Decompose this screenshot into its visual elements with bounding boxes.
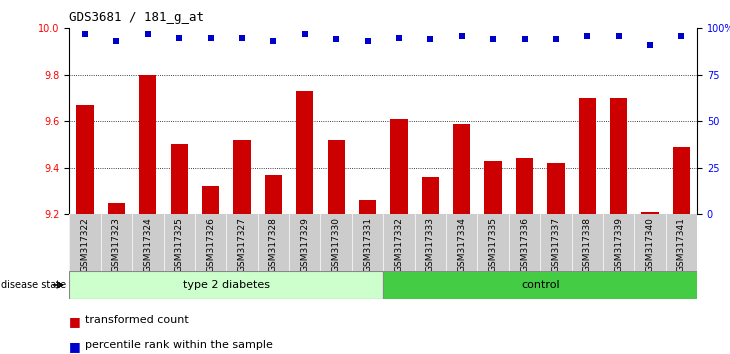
Text: disease state: disease state xyxy=(1,280,66,290)
Text: GSM317326: GSM317326 xyxy=(206,217,215,272)
Bar xyxy=(359,200,376,214)
Point xyxy=(675,33,687,39)
Text: transformed count: transformed count xyxy=(85,315,189,325)
Text: GSM317328: GSM317328 xyxy=(269,217,278,272)
Bar xyxy=(383,271,697,299)
Bar xyxy=(516,159,533,214)
Bar xyxy=(579,98,596,214)
Point xyxy=(267,39,279,44)
Point xyxy=(488,37,499,42)
Point xyxy=(393,35,404,40)
Bar xyxy=(265,175,282,214)
Text: GSM317339: GSM317339 xyxy=(614,217,623,272)
Point xyxy=(204,35,216,40)
Text: control: control xyxy=(521,280,559,290)
Point xyxy=(518,37,530,42)
Text: GSM317334: GSM317334 xyxy=(457,217,466,272)
Text: GSM317322: GSM317322 xyxy=(80,217,90,272)
Text: GSM317329: GSM317329 xyxy=(300,217,310,272)
Text: GSM317324: GSM317324 xyxy=(143,217,153,272)
Bar xyxy=(328,140,345,214)
Bar xyxy=(610,98,627,214)
Text: GSM317335: GSM317335 xyxy=(488,217,498,272)
Point xyxy=(361,39,373,44)
Point xyxy=(299,31,311,37)
Bar xyxy=(391,119,407,214)
Point xyxy=(79,31,91,37)
Text: GSM317325: GSM317325 xyxy=(174,217,184,272)
Point xyxy=(612,33,624,39)
Point xyxy=(236,35,247,40)
Bar xyxy=(171,144,188,214)
Bar xyxy=(673,147,690,214)
Text: GSM317333: GSM317333 xyxy=(426,217,435,272)
Text: GSM317332: GSM317332 xyxy=(394,217,404,272)
Point xyxy=(110,39,122,44)
Text: GSM317330: GSM317330 xyxy=(331,217,341,272)
Bar xyxy=(234,140,250,214)
Point xyxy=(456,33,468,39)
Text: GSM317327: GSM317327 xyxy=(237,217,247,272)
Text: GSM317338: GSM317338 xyxy=(583,217,592,272)
Text: GSM317340: GSM317340 xyxy=(645,217,655,272)
Text: ■: ■ xyxy=(69,315,85,328)
Point xyxy=(550,37,562,42)
Bar xyxy=(422,177,439,214)
Point xyxy=(173,35,185,40)
Text: GSM317323: GSM317323 xyxy=(112,217,121,272)
Point xyxy=(644,42,656,48)
Text: percentile rank within the sample: percentile rank within the sample xyxy=(85,340,273,350)
Text: GSM317337: GSM317337 xyxy=(551,217,561,272)
Point xyxy=(581,33,593,39)
Point xyxy=(330,37,342,42)
Text: GDS3681 / 181_g_at: GDS3681 / 181_g_at xyxy=(69,11,204,24)
Text: GSM317336: GSM317336 xyxy=(520,217,529,272)
Bar xyxy=(77,105,93,214)
Bar xyxy=(139,75,156,214)
Bar xyxy=(69,271,383,299)
Bar xyxy=(453,124,470,214)
Bar xyxy=(548,163,564,214)
Bar xyxy=(642,212,658,214)
Text: GSM317331: GSM317331 xyxy=(363,217,372,272)
Bar xyxy=(202,186,219,214)
Point xyxy=(142,31,153,37)
Bar xyxy=(485,161,502,214)
Text: ■: ■ xyxy=(69,340,85,353)
Text: GSM317341: GSM317341 xyxy=(677,217,686,272)
Bar xyxy=(108,202,125,214)
Point xyxy=(425,37,437,42)
Bar xyxy=(296,91,313,214)
Text: type 2 diabetes: type 2 diabetes xyxy=(182,280,270,290)
